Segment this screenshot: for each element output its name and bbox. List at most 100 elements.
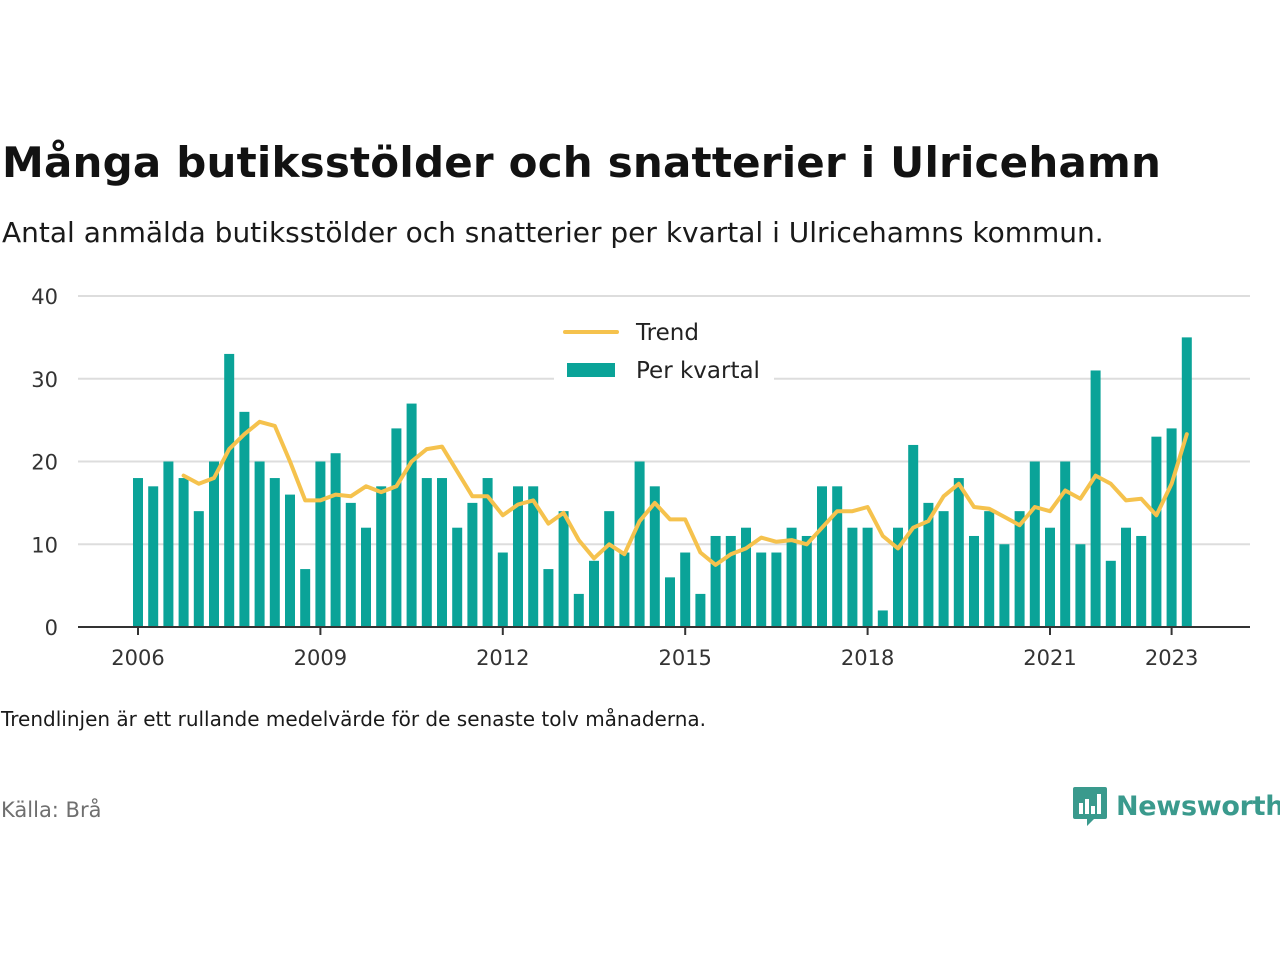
y-tick-label: 20 <box>31 451 58 475</box>
bar <box>741 527 751 627</box>
bar <box>771 552 782 627</box>
bar <box>969 535 979 627</box>
bar <box>877 610 888 627</box>
bar <box>1136 535 1147 627</box>
bar <box>619 552 630 627</box>
bar <box>1045 527 1055 627</box>
bar <box>133 478 143 627</box>
bar <box>1181 337 1192 627</box>
bar <box>452 527 463 627</box>
bar <box>558 511 569 627</box>
bar <box>148 486 159 627</box>
bar <box>513 486 523 627</box>
bar <box>1105 560 1116 627</box>
bar <box>376 486 387 627</box>
bar <box>482 478 493 627</box>
bar <box>437 478 447 627</box>
legend-label-per-kvartal: Per kvartal <box>636 358 760 384</box>
x-tick-label: 2023 <box>1145 646 1198 670</box>
legend-label-trend: Trend <box>635 320 699 346</box>
bar <box>938 511 949 627</box>
bar <box>665 577 675 627</box>
bar <box>999 544 1010 627</box>
bar <box>984 511 995 627</box>
bar <box>543 569 554 627</box>
bar <box>1151 436 1162 627</box>
bar <box>725 535 736 627</box>
bar <box>893 527 903 627</box>
bar <box>224 353 235 627</box>
y-tick-label: 30 <box>31 368 58 392</box>
bar <box>1014 511 1025 627</box>
bar <box>178 478 189 627</box>
bar <box>680 552 691 627</box>
x-tick-label: 2018 <box>841 646 894 670</box>
line-series-trend <box>181 419 1189 567</box>
legend-swatch-per-kvartal <box>567 363 615 377</box>
bar <box>345 502 356 627</box>
bar <box>953 478 964 627</box>
bar <box>786 527 797 627</box>
bar <box>254 461 265 627</box>
bar <box>1121 527 1131 627</box>
x-tick-label: 2006 <box>111 646 164 670</box>
bar <box>908 444 919 627</box>
y-tick-label: 10 <box>31 533 58 557</box>
y-axis-labels: 0 10 20 30 40 <box>31 285 58 640</box>
bar <box>710 535 721 627</box>
chart: 0 10 20 30 40 2006 2009 2012 2015 2018 2021 2023 T… <box>31 285 1250 670</box>
brand-name: Newsworthy <box>1116 790 1280 822</box>
y-tick-label: 40 <box>31 285 58 309</box>
bar <box>1166 428 1177 627</box>
bar <box>163 461 174 627</box>
bar <box>193 511 204 627</box>
brand-logo: Newsworthy <box>1072 784 1280 828</box>
trend-line <box>181 419 1189 567</box>
legend: Trend Per kvartal <box>554 310 774 384</box>
bar <box>832 486 843 627</box>
bar <box>847 527 858 627</box>
bar <box>421 478 432 627</box>
bar <box>300 569 311 627</box>
bar <box>817 486 827 627</box>
x-tick-label: 2021 <box>1023 646 1076 670</box>
bar <box>209 461 219 627</box>
bar <box>1029 461 1040 627</box>
bar <box>497 552 508 627</box>
bar <box>528 486 539 627</box>
bar <box>1060 461 1071 627</box>
bar <box>406 403 417 627</box>
x-axis-labels: 2006 2009 2012 2015 2018 2021 2023 <box>111 646 1198 670</box>
bar <box>634 461 645 627</box>
source-label: Källa: Brå <box>1 798 102 822</box>
x-tick-label: 2012 <box>476 646 529 670</box>
bar <box>391 428 402 627</box>
bar <box>1090 370 1101 627</box>
y-tick-label: 0 <box>45 616 58 640</box>
bar <box>695 593 706 627</box>
bar <box>801 535 812 627</box>
bar <box>361 527 371 627</box>
bar <box>649 486 660 627</box>
bar <box>285 494 295 627</box>
bar <box>467 502 478 627</box>
bar-series-per-kvartal <box>133 337 1192 627</box>
x-axis <box>78 626 1250 635</box>
x-tick-label: 2009 <box>294 646 347 670</box>
x-tick-label: 2015 <box>658 646 711 670</box>
bar <box>589 560 599 627</box>
chart-note: Trendlinjen är ett rullande medelvärde f… <box>1 707 707 731</box>
chart-subtitle: Antal anmälda butiksstölder och snatteri… <box>2 216 1104 249</box>
bar <box>756 552 767 627</box>
bar <box>573 593 584 627</box>
bar <box>862 527 873 627</box>
bar <box>239 411 250 627</box>
bar <box>923 502 934 627</box>
newsworthy-logo-icon <box>1073 787 1107 826</box>
bar <box>1075 544 1086 627</box>
chart-title: Många butiksstölder och snatterier i Ulr… <box>2 138 1162 187</box>
bar <box>269 478 280 627</box>
bar <box>330 453 341 627</box>
bar <box>604 511 615 627</box>
bar <box>315 461 326 627</box>
